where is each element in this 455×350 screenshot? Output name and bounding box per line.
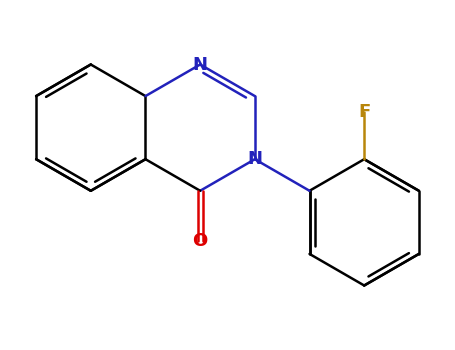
Text: N: N (248, 150, 263, 168)
Text: F: F (358, 103, 370, 121)
Text: O: O (192, 232, 208, 250)
Text: N: N (192, 56, 207, 74)
